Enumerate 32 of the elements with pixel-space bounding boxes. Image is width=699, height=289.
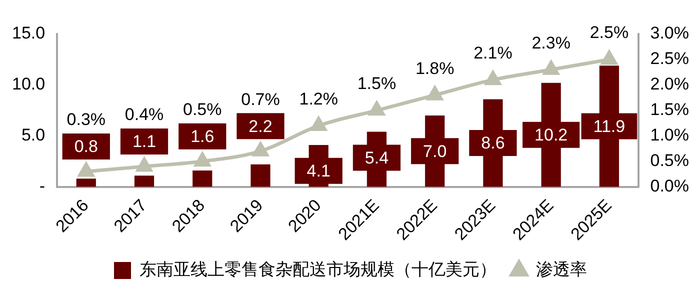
legend-label: 渗透率 — [536, 260, 587, 280]
y-tick-label: - — [39, 176, 46, 196]
data-label: 7.0 — [423, 142, 447, 161]
data-label: 2.5% — [590, 23, 629, 42]
data-label: 1.1 — [132, 132, 156, 152]
y-tick-label: 15.0 — [12, 24, 46, 43]
data-label: 2.2 — [248, 116, 272, 136]
y-tick-label: 10.0 — [12, 74, 46, 94]
data-label: 2.3% — [532, 33, 570, 52]
y2-tick-label: 1.0% — [650, 126, 689, 145]
y-tick-label: 5.0 — [21, 126, 46, 145]
data-label: 0.3% — [66, 110, 106, 130]
data-label: 0.4% — [124, 105, 164, 124]
data-label: 1.2% — [299, 89, 338, 108]
data-label: 1.8% — [415, 58, 454, 78]
y2-tick-label: 2.5% — [650, 49, 689, 68]
y2-tick-label: 3.0% — [650, 24, 689, 43]
y2-tick-label: 0.5% — [650, 151, 689, 170]
y2-tick-label: 1.5% — [650, 100, 689, 120]
data-label: 1.6 — [190, 127, 214, 146]
data-label: 5.4 — [364, 148, 389, 168]
legend-label: 东南亚线上零售食杂配送市场规模（十亿美元） — [140, 260, 496, 280]
data-label: 0.8 — [74, 137, 98, 156]
data-label: 1.5% — [357, 74, 396, 94]
data-label: 8.6 — [481, 134, 505, 153]
y2-tick-label: 0.0% — [650, 176, 689, 196]
data-label: 11.9 — [593, 116, 626, 136]
y2-tick-label: 2.0% — [650, 74, 689, 94]
data-label: 0.5% — [183, 100, 222, 120]
data-label: 10.2 — [534, 126, 568, 145]
data-label: 2.1% — [474, 44, 512, 63]
data-label: 0.7% — [241, 90, 280, 109]
